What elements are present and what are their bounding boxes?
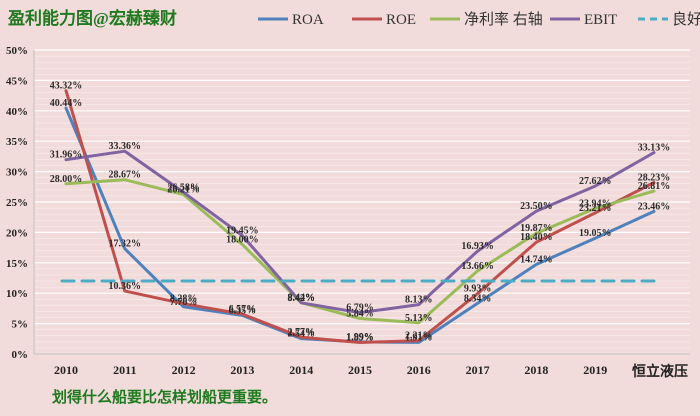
y-tick-label: 35%: [6, 136, 28, 148]
data-label: 40.44%: [50, 98, 83, 109]
series-line-3: [64, 149, 656, 315]
y-tick-label: 5%: [12, 319, 29, 331]
x-tick-label: 2011: [113, 363, 136, 377]
data-label: 8.34%: [464, 293, 492, 304]
y-tick-label: 20%: [6, 227, 28, 239]
x-tick-label: 2019: [583, 363, 607, 377]
data-label: 8.42%: [287, 293, 315, 304]
data-label: 26.81%: [638, 181, 671, 192]
series-line-1: [64, 89, 656, 344]
legend-label: EBIT: [584, 12, 617, 28]
footer-note: 划得什么船要比怎样划船更重要。: [52, 388, 277, 406]
x-tick-label: 2014: [289, 363, 313, 377]
data-label: 1.91%: [405, 332, 433, 343]
data-label: 13.66%: [461, 261, 494, 272]
data-label: 19.45%: [226, 226, 259, 237]
data-label: 28.67%: [109, 170, 142, 181]
data-label: 6.35%: [229, 305, 257, 316]
x-tick-label: 2015: [348, 363, 372, 377]
x-tick-label: 2018: [524, 363, 548, 377]
corner-label: 恒立液压: [632, 363, 688, 380]
y-tick-label: 0%: [12, 349, 29, 361]
data-label: 26.21%: [167, 185, 200, 196]
data-label: 17.32%: [109, 239, 142, 250]
data-label: 33.36%: [109, 141, 142, 152]
x-tick-label: 2010: [54, 363, 78, 377]
data-label: 8.13%: [405, 295, 433, 306]
legend-label: ROA: [292, 12, 324, 28]
data-label: 28.00%: [50, 174, 83, 185]
y-tick-label: 10%: [6, 288, 28, 300]
data-label: 6.79%: [346, 303, 374, 314]
data-label: 7.76%: [170, 297, 198, 308]
data-label: 14.74%: [520, 254, 553, 265]
data-label: 1.89%: [346, 333, 374, 344]
data-label: 31.96%: [50, 150, 83, 161]
y-tick-label: 25%: [6, 197, 28, 209]
legend-label: 良好线: [672, 11, 700, 28]
data-label: 18.00%: [226, 235, 259, 246]
legend-label: 净利率 右轴: [464, 11, 543, 28]
series-lines: [60, 89, 660, 344]
chart-title: 盈利能力图@宏赫臻财: [7, 8, 177, 28]
y-tick-label: 50%: [6, 45, 28, 57]
data-label: 27.62%: [579, 176, 612, 187]
data-label: 2.21%: [405, 331, 433, 342]
y-tick-label: 40%: [6, 106, 28, 118]
data-label: 8.28%: [170, 294, 198, 305]
data-label: 5.84%: [346, 308, 374, 319]
data-label: 19.05%: [579, 228, 612, 239]
x-axis: 2010 2011 2012 2013 2014 2015 2016 2017 2018 2019: [54, 363, 607, 377]
y-tick-label: 45%: [6, 75, 28, 87]
data-label: 8.44%: [287, 293, 315, 304]
y-tick-label: 30%: [6, 167, 28, 179]
y-axis: 0% 5% 10% 15% 20% 25% 30% 35% 40% 45% 50%: [6, 45, 690, 361]
data-label: 43.32%: [50, 81, 83, 92]
data-label: 2.54%: [287, 329, 315, 340]
data-label: 26.58%: [167, 182, 200, 193]
data-label: 33.13%: [638, 143, 671, 154]
series-line-2: [64, 178, 656, 325]
legend-label: ROE: [386, 12, 416, 28]
data-label: 23.94%: [579, 198, 612, 209]
legend: ROA ROE 净利率 右轴 EBIT 良好线: [258, 11, 700, 28]
y-tick-label: 15%: [6, 258, 28, 270]
data-label: 5.13%: [405, 313, 433, 324]
data-labels: 40.44% 17.32% 7.76% 6.35% 2.54% 1.99% 1.91% 8.3…: [50, 81, 671, 344]
x-tick-label: 2016: [407, 363, 431, 377]
data-label: 1.99%: [346, 332, 374, 343]
data-label: 23.46%: [638, 201, 671, 212]
data-label: 18.40%: [520, 232, 553, 243]
data-label: 16.93%: [461, 241, 494, 252]
data-label: 6.57%: [229, 304, 257, 315]
x-tick-label: 2012: [172, 363, 196, 377]
data-label: 23.50%: [520, 201, 553, 212]
data-label: 19.87%: [520, 223, 553, 234]
data-label: 28.23%: [638, 172, 671, 183]
x-tick-label: 2013: [230, 363, 254, 377]
data-label: 10.36%: [109, 281, 142, 292]
data-label: 23.21%: [579, 203, 612, 214]
x-tick-label: 2017: [466, 363, 490, 377]
data-label: 9.93%: [464, 284, 492, 295]
data-label: 2.77%: [287, 327, 315, 338]
